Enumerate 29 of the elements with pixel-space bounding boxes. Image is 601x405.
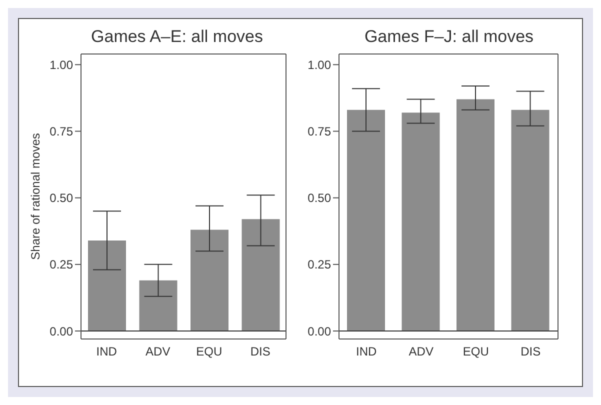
chart-title: Games A–E: all moves [90, 27, 264, 48]
x-tick-label: IND [96, 344, 118, 359]
bar [456, 99, 494, 332]
x-tick-label: EQU [196, 344, 222, 359]
chart-title: Games F–J: all moves [363, 27, 535, 48]
bar [402, 112, 440, 332]
y-tick-label: 1.00 [50, 58, 74, 72]
x-tick-label: EQU [462, 344, 489, 359]
x-tick-label: ADV [408, 344, 434, 359]
x-tick-label: DIS [250, 344, 270, 359]
bar [347, 110, 385, 332]
y-tick-label: 0.25 [50, 258, 74, 272]
bar [139, 280, 178, 332]
y-tick-label: 1.00 [308, 58, 332, 72]
bar [88, 240, 126, 332]
y-tick-label: 0.00 [308, 324, 332, 338]
y-tick-label: 0.25 [308, 258, 332, 272]
bar [511, 110, 550, 332]
y-tick-label: 0.00 [50, 324, 74, 338]
y-tick-label: 0.50 [308, 191, 332, 206]
x-tick-label: IND [356, 344, 378, 359]
y-axis-title: Share of rational moves [28, 133, 42, 260]
bar [242, 219, 280, 332]
y-tick-label: 0.75 [50, 124, 74, 139]
x-tick-label: DIS [520, 344, 541, 359]
bar [190, 230, 228, 332]
y-tick-label: 0.75 [308, 124, 332, 139]
x-tick-label: ADV [146, 344, 170, 359]
y-tick-label: 0.50 [50, 191, 74, 206]
